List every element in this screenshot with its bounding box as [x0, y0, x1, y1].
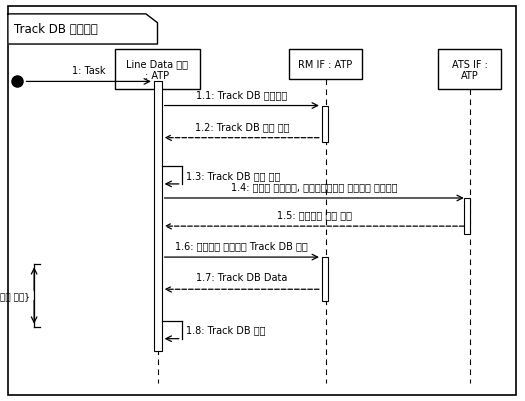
Text: 1.1: Track DB 버전요구: 1.1: Track DB 버전요구	[196, 89, 287, 99]
Bar	[154, 82, 162, 351]
Text: ATS IF :
ATP: ATS IF : ATP	[452, 59, 488, 81]
Bar	[116, 50, 200, 90]
Text: 1.2: Track DB 버전 정보: 1.2: Track DB 버전 정보	[195, 122, 289, 132]
Bar	[322, 257, 328, 302]
Text: 1.4: 버전이 상이하고, 영업운행중이면 업데이트 확인요구: 1.4: 버전이 상이하고, 영업운행중이면 업데이트 확인요구	[231, 182, 397, 192]
Text: 1.5: 업데이트 위치 지정: 1.5: 업데이트 위치 지정	[277, 210, 352, 220]
Text: {완료시까지 반복}: {완료시까지 반복}	[0, 291, 30, 300]
Bar	[438, 50, 501, 90]
Bar	[289, 50, 362, 80]
Text: Track DB 다운로드: Track DB 다운로드	[14, 23, 98, 36]
Polygon shape	[8, 15, 158, 45]
Text: 1: Task: 1: Task	[72, 65, 106, 75]
Bar	[464, 198, 470, 235]
Text: 1.3: Track DB 버전 비교: 1.3: Track DB 버전 비교	[186, 170, 280, 180]
Text: Line Data 관리
: ATP: Line Data 관리 : ATP	[127, 59, 188, 81]
Text: RM IF : ATP: RM IF : ATP	[298, 60, 353, 70]
Text: 1.6: 업데이트 위치이면 Track DB 요구: 1.6: 업데이트 위치이면 Track DB 요구	[175, 241, 308, 251]
Bar	[322, 106, 328, 142]
Text: 1.7: Track DB Data: 1.7: Track DB Data	[196, 273, 288, 283]
Text: 1.8: Track DB 저장: 1.8: Track DB 저장	[186, 325, 265, 335]
